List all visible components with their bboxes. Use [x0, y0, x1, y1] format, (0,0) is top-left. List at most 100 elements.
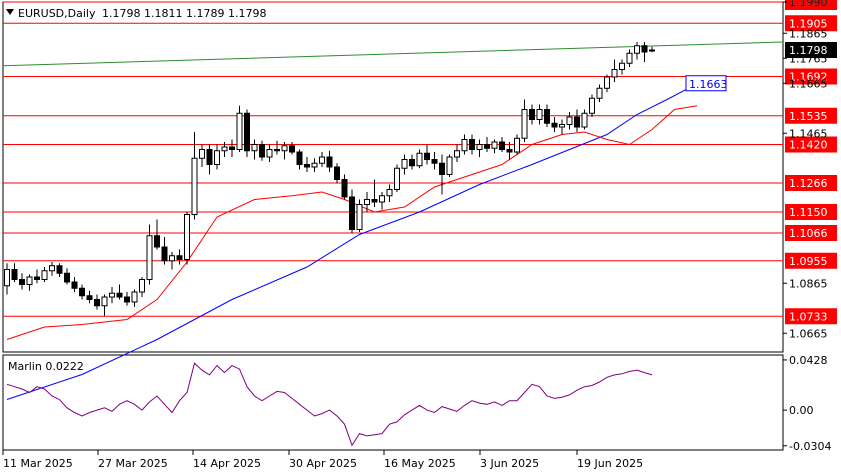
indicator-panel[interactable]	[2, 354, 784, 451]
candle-body	[536, 109, 543, 120]
date-tick-label: 19 Jun 2025	[577, 457, 643, 470]
candle-body	[596, 87, 603, 99]
candle-body	[431, 159, 438, 164]
candle-body	[49, 265, 55, 272]
candle-body	[296, 151, 303, 165]
level-badge	[785, 68, 837, 85]
candle-body	[454, 150, 460, 158]
candle-body	[146, 235, 153, 280]
candle-body	[416, 152, 423, 167]
candle-body	[574, 116, 580, 128]
candle-body	[184, 214, 190, 260]
candle-body	[439, 162, 445, 175]
candle-body	[371, 199, 378, 203]
candle-body	[379, 195, 385, 203]
candle-body	[469, 139, 475, 150]
candle-body	[266, 149, 273, 158]
candle-body	[529, 109, 535, 120]
candle-body	[326, 156, 333, 168]
candle-body	[394, 167, 400, 190]
candle-body	[544, 109, 550, 124]
price-tick-label: 1.1865	[789, 27, 828, 40]
price-axis: 1.19901.18651.17651.16651.14651.08651.06…	[783, 0, 837, 340]
candle-body	[334, 166, 340, 180]
level-badge	[785, 308, 837, 325]
candle-body	[94, 299, 100, 307]
candle-body	[161, 246, 168, 262]
candle-body	[116, 292, 123, 298]
candle-body	[386, 189, 393, 197]
level-badge	[785, 225, 837, 241]
candle-body	[514, 137, 520, 153]
candle-body	[4, 269, 10, 287]
level-badge	[785, 0, 837, 10]
date-tick-label: 3 Jun 2025	[480, 457, 539, 470]
level-badge	[785, 107, 837, 124]
candle-body	[589, 97, 595, 114]
date-tick-label: 14 Apr 2025	[193, 457, 261, 470]
candle-body	[131, 291, 138, 303]
current-price-badge	[785, 42, 837, 58]
green-trendline	[2, 41, 784, 67]
candle-body	[244, 112, 250, 152]
candle-body	[41, 270, 48, 280]
symbol-timeframe: EURUSD,Daily	[18, 7, 96, 20]
candle-body	[349, 196, 355, 230]
candle-body	[446, 156, 453, 175]
candle-body	[409, 159, 415, 167]
level-label: 1.1692	[789, 71, 828, 84]
candle-body	[626, 52, 633, 64]
level-label: 1.1905	[789, 17, 828, 30]
level-label: 1.1990	[789, 0, 828, 9]
candle-body	[551, 122, 558, 128]
price-tick-label: 1.1990	[789, 0, 828, 9]
candle-body	[251, 144, 258, 152]
indicator-label: Marlin 0.0222	[8, 360, 84, 373]
date-tick-label: 30 Apr 2025	[289, 457, 357, 470]
candle-body	[356, 204, 363, 230]
level-badge	[785, 252, 837, 269]
candle-body	[56, 265, 63, 274]
candle-body	[71, 281, 78, 289]
candle-body	[581, 112, 588, 128]
level-label: 1.0733	[789, 310, 828, 323]
candle-body	[461, 139, 468, 152]
indicator-tick-label: 0.0428	[789, 354, 828, 367]
price-tick-label: 1.0865	[789, 277, 828, 290]
candle-body	[491, 141, 498, 149]
level-label: 1.1420	[789, 139, 828, 152]
blue-ma-label: 1.1663	[689, 78, 728, 91]
candle-body	[319, 156, 325, 164]
candle-body	[604, 76, 610, 89]
candle-body	[229, 146, 235, 150]
candle-body	[281, 145, 288, 152]
candle-body	[214, 150, 220, 165]
candle-body	[11, 269, 18, 280]
moving-averages: 1.1663	[6, 75, 728, 400]
candle-body	[19, 279, 25, 285]
candle-body	[619, 62, 625, 70]
candle-body	[506, 149, 513, 153]
indicator-tick-label: -0.0304	[789, 440, 831, 453]
date-tick-label: 11 Mar 2025	[3, 457, 73, 470]
candle-body	[154, 235, 160, 248]
indicator-tick-label: 0.00	[789, 404, 814, 417]
candle-body	[611, 69, 618, 78]
indicator-line-path	[6, 362, 653, 447]
candle-body	[499, 141, 505, 150]
candle-body	[484, 144, 490, 149]
dropdown-triangle-icon[interactable]	[6, 9, 14, 15]
candle-body	[169, 255, 175, 262]
price-tick-label: 1.1665	[789, 77, 828, 90]
horizontal-levels: 1.1990 1.1905 1.1692 1.1535 1.1420 1.1266 1.11…	[3, 0, 837, 325]
level-badge	[785, 204, 837, 220]
indicator-line: 0.0428 0.00 -0.0304	[6, 354, 831, 453]
green-trendline-line	[2, 41, 784, 67]
level-label: 1.1150	[789, 206, 828, 219]
candle-body	[364, 199, 370, 205]
candle-body	[259, 144, 265, 158]
candle-body	[176, 255, 183, 260]
candle-body	[199, 149, 205, 159]
date-tick-label: 16 May 2025	[384, 457, 456, 470]
